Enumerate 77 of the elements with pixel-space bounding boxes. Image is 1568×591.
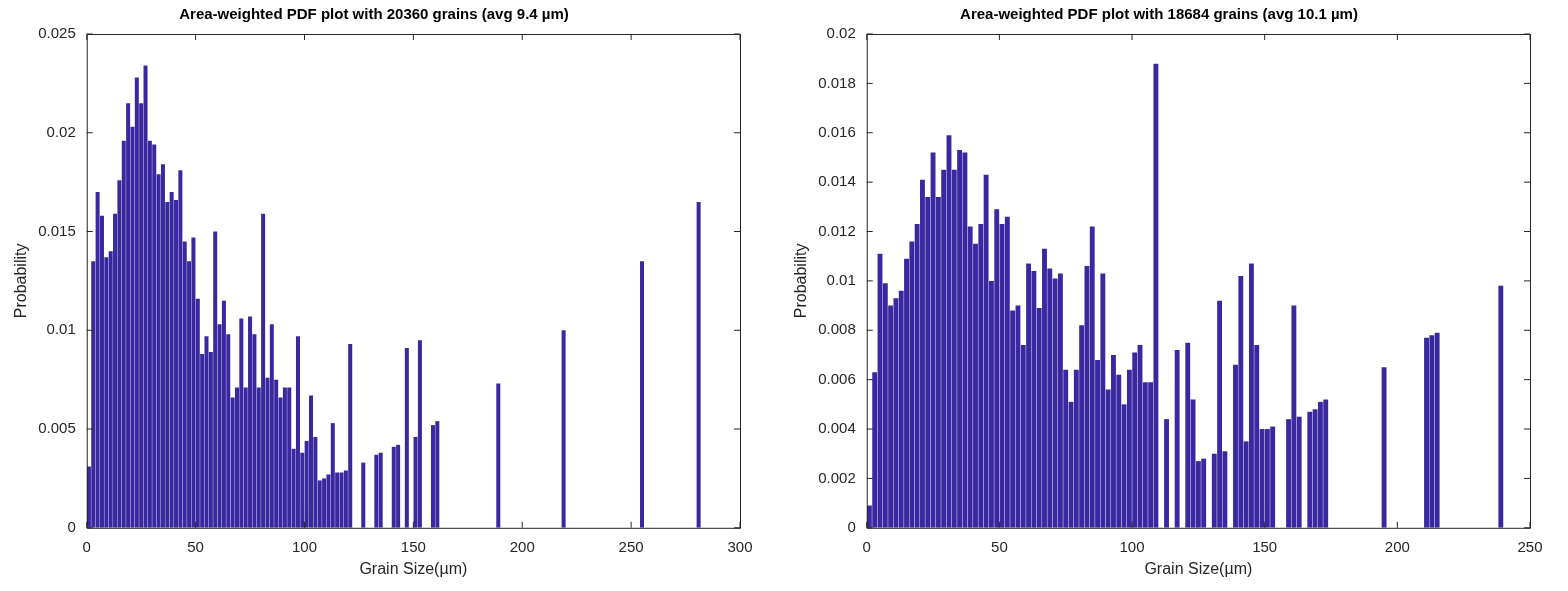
y-tick-label: 0.025 <box>38 24 76 42</box>
bar <box>95 192 100 528</box>
x-tick-label: 100 <box>1119 537 1145 555</box>
bar <box>430 425 435 528</box>
bar <box>1164 419 1169 528</box>
bar <box>287 387 292 528</box>
y-tick-label: 0.005 <box>38 419 76 437</box>
bar <box>339 472 344 528</box>
x-axis-title: Grain Size(µm) <box>359 559 468 577</box>
bar <box>640 261 645 528</box>
bar <box>134 77 139 528</box>
bar <box>348 344 353 528</box>
bar <box>496 383 501 528</box>
bar <box>126 103 131 528</box>
bar <box>152 144 157 528</box>
y-tick-label: 0.016 <box>818 122 856 140</box>
y-tick-label: 0.02 <box>46 122 76 140</box>
bar <box>248 316 253 528</box>
x-tick-label: 200 <box>1384 537 1410 555</box>
bar <box>561 330 566 528</box>
bar <box>396 444 401 528</box>
bar <box>204 336 209 528</box>
bar <box>282 387 287 528</box>
bar <box>213 231 218 528</box>
x-tick-label: 200 <box>509 537 535 555</box>
x-tick-label: 300 <box>727 537 753 555</box>
bar <box>309 395 314 528</box>
x-tick-label: 50 <box>187 537 204 555</box>
x-tick-label: 50 <box>991 537 1008 555</box>
bar <box>696 201 701 528</box>
bar <box>374 454 379 528</box>
y-tick-label: 0 <box>67 517 76 535</box>
y-axis-title: Probability <box>12 243 30 319</box>
y-tick-label: 0.02 <box>826 24 856 42</box>
x-tick-label: 250 <box>1517 537 1543 555</box>
x-tick-label: 150 <box>400 537 426 555</box>
bar <box>261 213 266 528</box>
y-axis-title: Probability <box>792 243 810 319</box>
bar <box>1174 350 1180 528</box>
bar <box>391 446 396 528</box>
bar <box>404 348 409 528</box>
x-tick-label: 0 <box>862 537 871 555</box>
y-tick-label: 0.012 <box>818 221 856 239</box>
bar <box>435 421 440 528</box>
y-tick-label: 0.01 <box>46 320 76 338</box>
bar <box>160 164 165 528</box>
bar <box>221 300 226 528</box>
bar <box>330 423 335 528</box>
bar <box>361 462 366 528</box>
bar <box>295 336 300 528</box>
x-tick-label: 0 <box>82 537 91 555</box>
y-tick-label: 0.004 <box>818 419 856 437</box>
y-tick-label: 0.008 <box>818 320 856 338</box>
bar <box>178 170 183 528</box>
y-tick-label: 0.018 <box>818 73 856 91</box>
y-tick-label: 0.006 <box>818 369 856 387</box>
bar <box>417 340 422 528</box>
y-tick-label: 0 <box>847 517 856 535</box>
y-tick-label: 0.014 <box>818 172 856 190</box>
chart-title: Area-weighted PDF plot with 20360 grains (avg 9.4 µm) <box>179 5 569 23</box>
x-axis-title: Grain Size(µm) <box>1144 559 1253 577</box>
x-tick-label: 150 <box>1252 537 1278 555</box>
bar <box>1381 367 1387 528</box>
x-tick-label: 250 <box>618 537 644 555</box>
x-tick-label: 100 <box>291 537 318 555</box>
bar <box>269 324 274 528</box>
bar <box>191 237 196 528</box>
y-tick-label: 0.01 <box>826 271 856 289</box>
y-tick-label: 0.002 <box>818 468 856 486</box>
bar <box>378 452 383 528</box>
y-tick-label: 0.015 <box>38 221 76 239</box>
bar <box>322 478 327 528</box>
bar <box>1498 285 1504 528</box>
chart-title: Area-weighted PDF plot with 18684 grains (avg 10.1 µm) <box>960 5 1358 23</box>
bar <box>143 65 148 528</box>
bar <box>239 318 244 528</box>
bar <box>169 192 174 528</box>
